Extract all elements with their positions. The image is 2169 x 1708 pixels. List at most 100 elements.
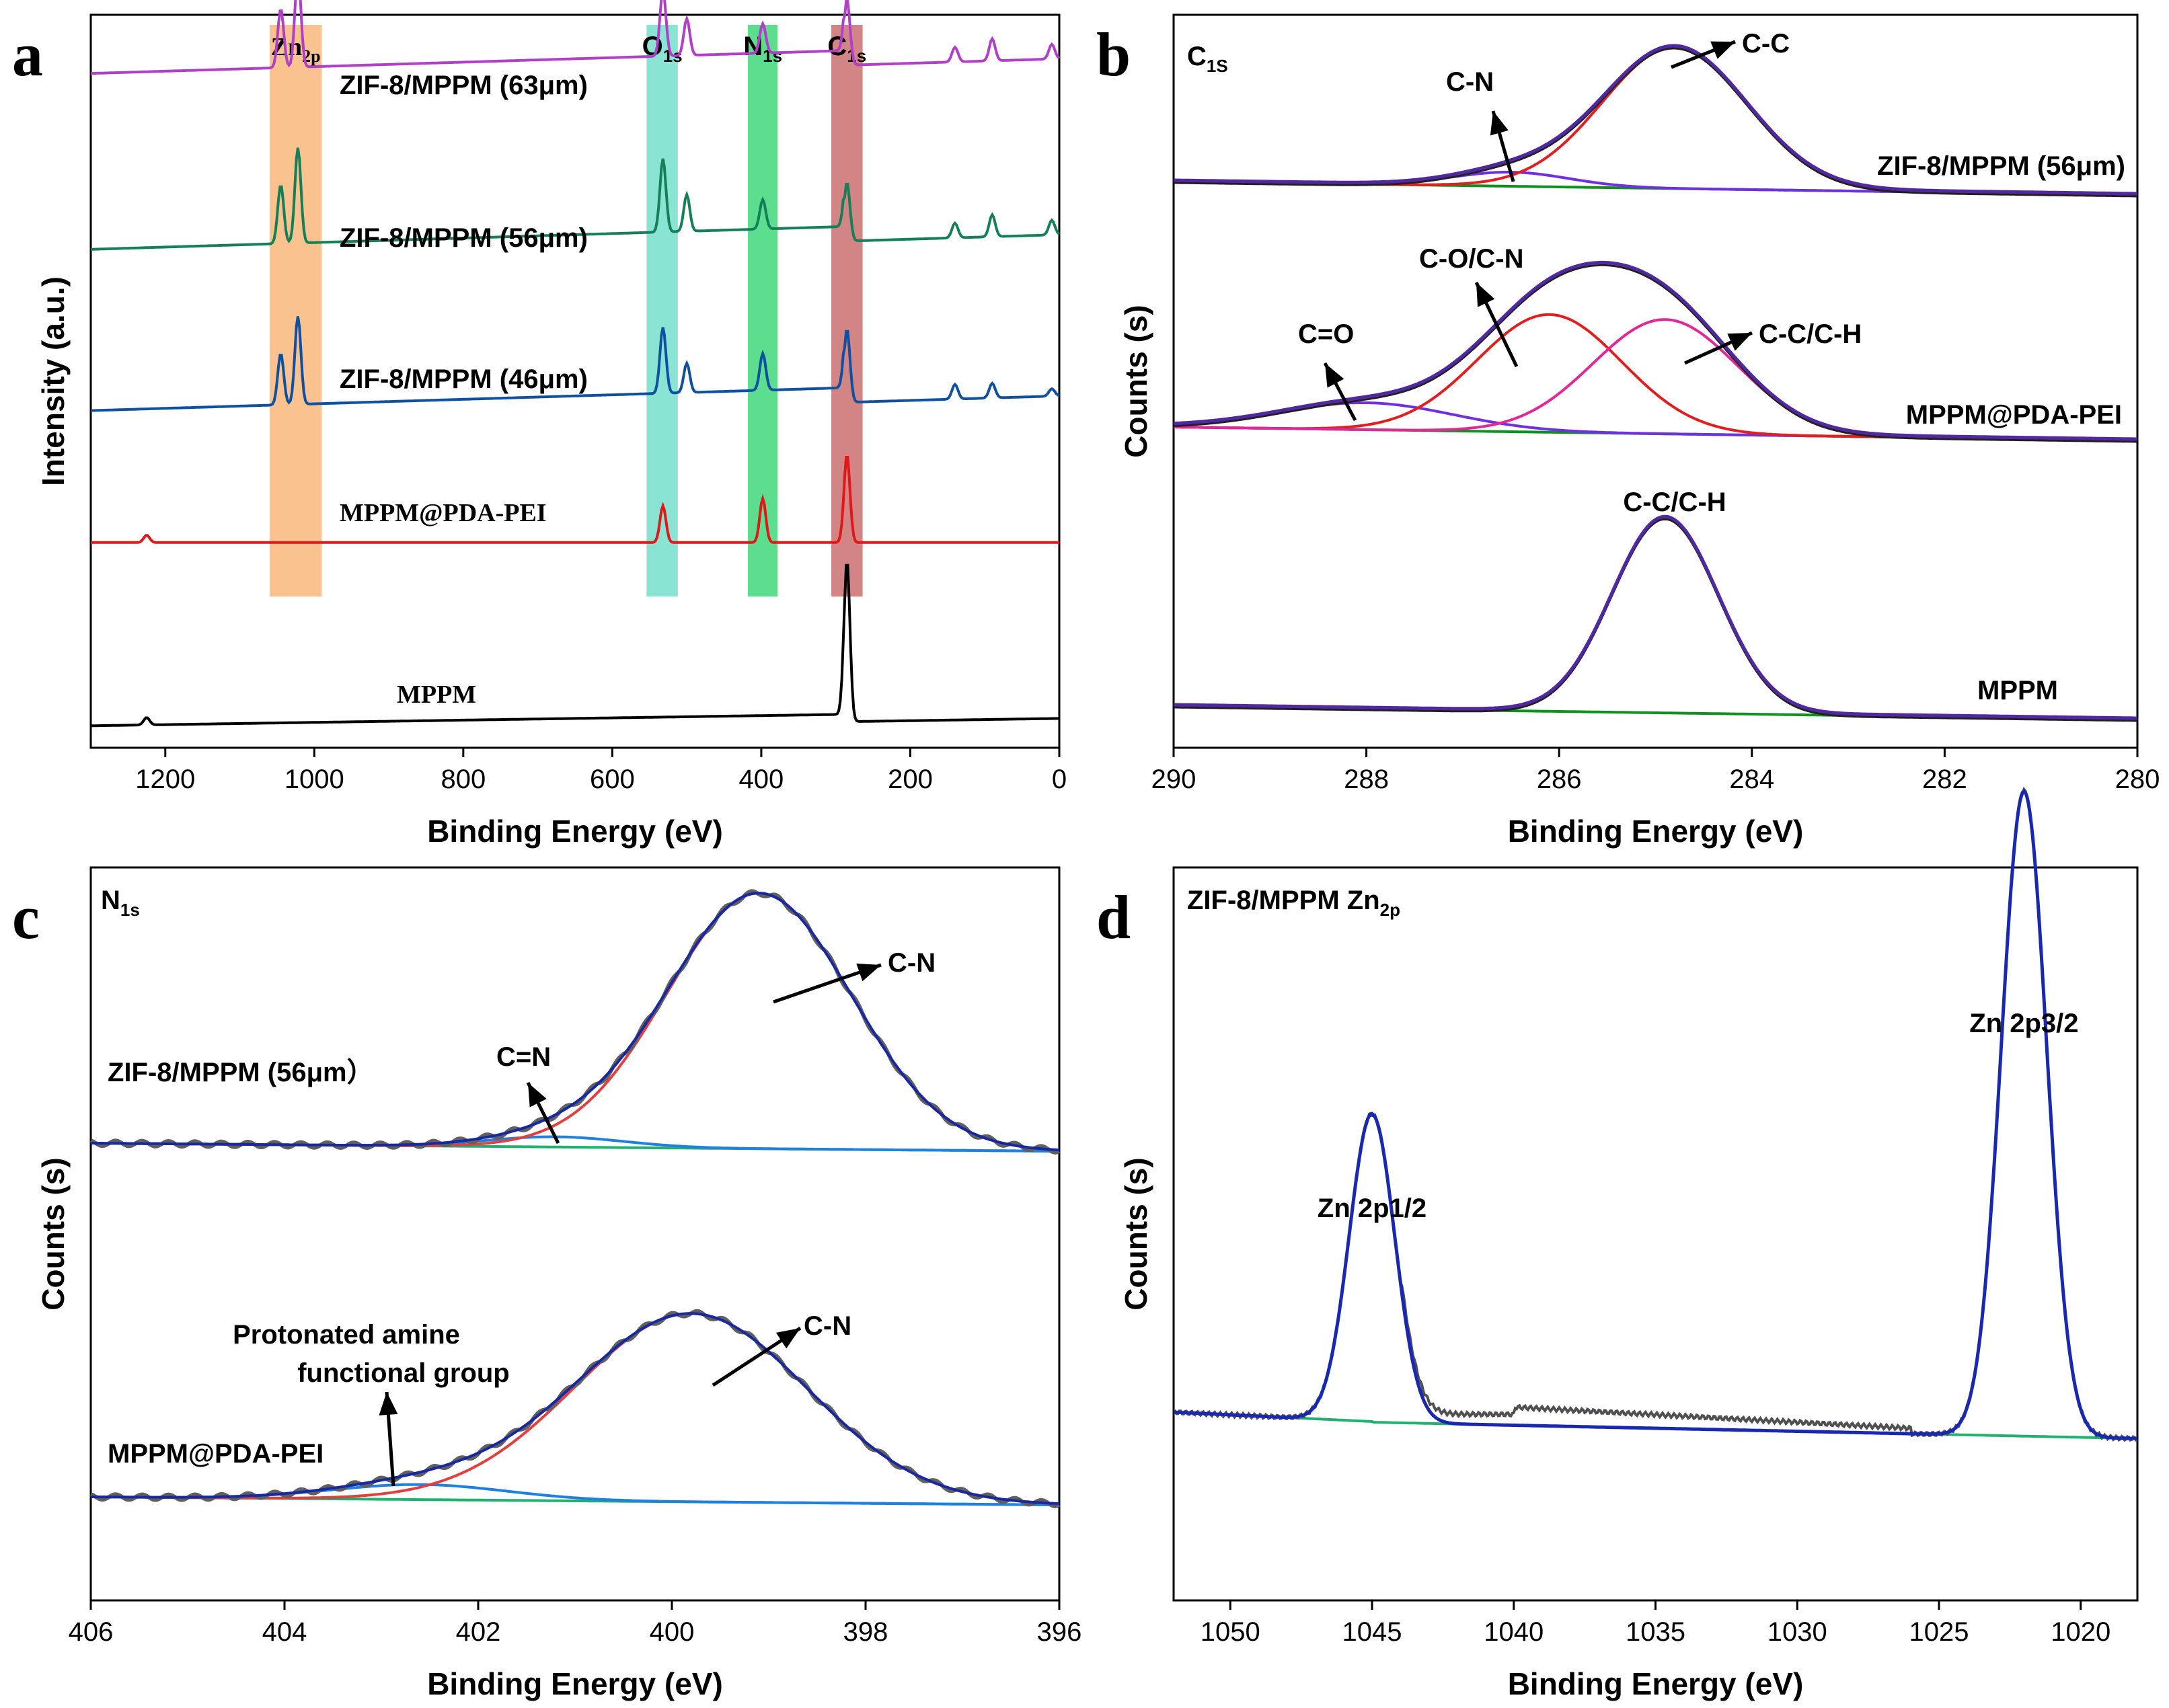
b-frame: [1172, 13, 2139, 749]
b-peak-label-cocn: C-O/C-N: [1419, 244, 1524, 274]
a-xtick-label: 600: [590, 765, 635, 794]
a-series-4: [91, 564, 1059, 728]
panel-letter-c: c: [12, 883, 40, 952]
a-xtick-label: 0: [1052, 765, 1067, 794]
b-envelope-0: [1174, 44, 2137, 196]
b-xtick-label: 280: [2115, 765, 2160, 794]
a-series-label-3: MPPM@PDA-PEI: [340, 499, 547, 527]
d-xlabel: Binding Energy (eV): [1508, 1666, 1804, 1701]
band-zn: [269, 25, 322, 597]
a-series-label-2: ZIF-8/MPPM (46μm): [340, 364, 588, 394]
b-arrow-cn-head: [1490, 111, 1509, 136]
b-arrow-cc-head: [1710, 41, 1735, 59]
band-label-n: N1s: [743, 32, 782, 66]
d-xtick-label: 1035: [1626, 1617, 1685, 1647]
d-peak-label-1: Zn 2p3/2: [1969, 1009, 2078, 1038]
panel-c-n1s-spectrum: 406 404 402 400 398 396 Binding Energy (eV) Cou…: [36, 866, 1081, 1701]
d-xtick-label: 1025: [1909, 1617, 1969, 1647]
a-xtick-label: 800: [441, 765, 486, 794]
a-xtick-label: 1000: [284, 765, 344, 794]
c-peak-label-cn-1: C-N: [804, 1311, 851, 1341]
b-xlabel: Binding Energy (eV): [1508, 814, 1804, 849]
d-peak-label-0: Zn 2p1/2: [1318, 1194, 1426, 1223]
c-xlabel: Binding Energy (eV): [427, 1666, 723, 1701]
c-group-label-0: ZIF-8/MPPM (56μm）: [108, 1058, 374, 1087]
a-xlabel: Binding Energy (eV): [427, 814, 723, 849]
b-peak-label-cch: C-C/C-H: [1759, 319, 1862, 349]
c-title: N1s: [101, 886, 140, 920]
c-xtick-label: 398: [843, 1617, 888, 1647]
b-peak-label-cn: C-N: [1446, 67, 1494, 97]
band-o: [646, 25, 678, 597]
d-title: ZIF-8/MPPM Zn2p: [1187, 886, 1400, 920]
panel-letter-b: b: [1096, 20, 1131, 89]
b-group-label-1: MPPM@PDA-PEI: [1906, 400, 2122, 430]
band-label-c: C1s: [827, 32, 866, 66]
a-frame: [89, 13, 1061, 749]
b-group-label-0: ZIF-8/MPPM (56μm): [1877, 151, 2125, 181]
c-component-0-1: [91, 892, 1060, 1152]
a-xtick-label: 200: [888, 765, 933, 794]
a-xtick-label: 400: [739, 765, 784, 794]
band-c: [831, 25, 863, 597]
c-xtick-label: 402: [456, 1617, 501, 1647]
b-xtick-label: 286: [1537, 765, 1582, 794]
panel-letter-d: d: [1096, 883, 1131, 952]
c-ylabel: Counts (s): [36, 1157, 71, 1310]
b-arrow-co-head: [1325, 363, 1344, 388]
a-series-3: [91, 456, 1059, 544]
panel-letter-a: a: [12, 20, 43, 89]
b-raw-0: [1174, 47, 2137, 198]
c-peak-label-cn-0: C-N: [888, 948, 936, 978]
b-xtick-label: 282: [1922, 765, 1967, 794]
c-frame: [89, 866, 1061, 1602]
b-peak-label-cc: C-C: [1742, 29, 1790, 59]
b-envelope-1: [1173, 260, 2137, 441]
c-annotation-line-0: Protonated amine: [233, 1320, 460, 1350]
band-n: [747, 25, 778, 597]
c-arrow-protonated-head: [379, 1392, 398, 1415]
c-peak-label-cn2: C=N: [496, 1042, 551, 1072]
c-envelope-1: [91, 1312, 1060, 1506]
b-arrow-cocn-head: [1476, 282, 1495, 307]
b-peak-label-co: C=O: [1298, 319, 1354, 349]
b-group-label-2: MPPM: [1977, 676, 2058, 705]
a-series-label-0: ZIF-8/MPPM (63μm): [340, 71, 588, 100]
a-ylabel: Intensity (a.u.): [36, 276, 71, 486]
c-annotation-line-1: functional group: [297, 1358, 510, 1388]
b-arrow-cch-head: [1727, 333, 1752, 351]
a-series-label-1: ZIF-8/MPPM (56μm): [340, 223, 588, 253]
c-arrow-cn-0-head: [856, 963, 881, 982]
d-xtick-label: 1020: [2051, 1617, 2110, 1647]
c-envelope-0: [91, 892, 1060, 1152]
c-group-label-1: MPPM@PDA-PEI: [108, 1439, 324, 1469]
panel-a-survey-spectrum: 1200 1000 800 600 400 200 0 Binding Energy (eV)…: [36, 0, 1067, 849]
b-title: C1S: [1187, 42, 1228, 76]
b-raw-1: [1173, 264, 2137, 443]
a-series-1: [90, 147, 1061, 251]
d-fit: [1173, 789, 2137, 1440]
d-xtick-label: 1050: [1201, 1617, 1260, 1647]
c-arrow-cn2-head: [528, 1083, 547, 1108]
d-xtick-label: 1045: [1342, 1617, 1402, 1647]
b-peak-label-mppm: C-C/C-H: [1623, 488, 1726, 517]
b-ylabel: Counts (s): [1118, 305, 1153, 457]
b-xtick-label: 290: [1151, 765, 1196, 794]
a-series-label-4: MPPM: [397, 681, 476, 709]
panel-b-c1s-spectrum: 290 288 286 284 282 280 Binding Energy (eV) Cou…: [1118, 13, 2160, 849]
b-envelope-2: [1174, 514, 2137, 720]
b-xtick-label: 284: [1729, 765, 1774, 794]
a-xtick-label: 1200: [135, 765, 195, 794]
b-raw-2: [1174, 518, 2137, 722]
panel-d-zn2p-spectrum: 1050 1045 1040 1035 1030 1025 1020 Binding Ener…: [1118, 786, 2139, 1701]
c-xtick-label: 406: [69, 1617, 114, 1647]
d-ylabel: Counts (s): [1118, 1157, 1153, 1310]
a-series-0: [90, 0, 1061, 75]
c-raw-0: [89, 889, 1061, 1155]
d-frame: [1172, 866, 2139, 1602]
a-series-2: [90, 316, 1060, 412]
d-xtick-label: 1040: [1484, 1617, 1544, 1647]
c-xtick-label: 404: [262, 1617, 307, 1647]
d-xtick-label: 1030: [1767, 1617, 1827, 1647]
